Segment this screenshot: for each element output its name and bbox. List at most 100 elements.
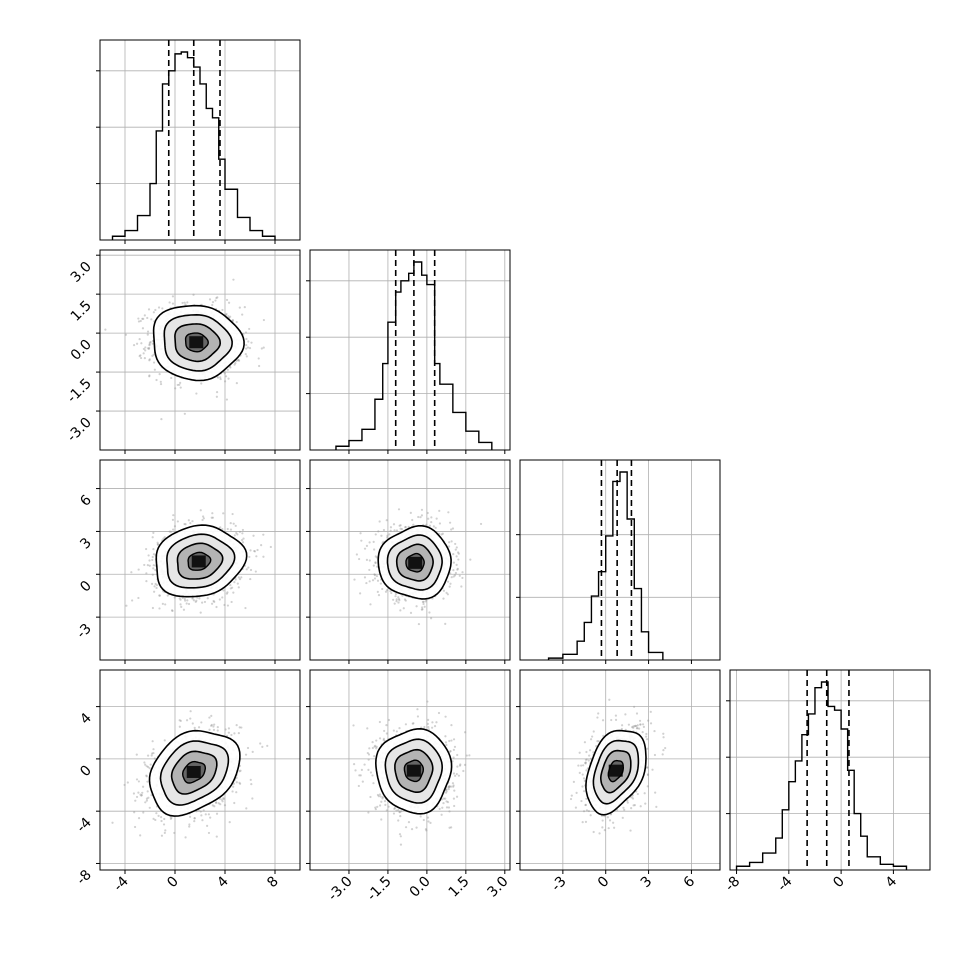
scatter-point bbox=[192, 599, 195, 602]
scatter-point bbox=[225, 592, 228, 595]
scatter-point bbox=[375, 745, 378, 748]
scatter-point bbox=[430, 617, 433, 620]
scatter-point bbox=[377, 594, 381, 597]
scatter-point bbox=[206, 597, 209, 600]
scatter-point bbox=[238, 770, 241, 773]
scatter-point bbox=[241, 528, 245, 532]
scatter-point bbox=[183, 301, 186, 304]
scatter-point bbox=[232, 782, 236, 785]
scatter-point bbox=[384, 590, 388, 593]
scatter-point bbox=[238, 781, 241, 784]
density-contour bbox=[405, 552, 425, 573]
hist-panel bbox=[520, 460, 720, 660]
scatter-point bbox=[153, 585, 156, 588]
scatter-point bbox=[375, 574, 379, 578]
scatter-point bbox=[354, 769, 357, 772]
scatter-point bbox=[409, 511, 412, 514]
scatter-point bbox=[139, 354, 142, 357]
scatter-point bbox=[178, 383, 181, 386]
scatter-point bbox=[213, 723, 216, 726]
scatter-point bbox=[227, 731, 230, 734]
scatter-point bbox=[215, 395, 218, 398]
scatter-point bbox=[171, 518, 175, 521]
scatter-point bbox=[376, 579, 380, 582]
scatter-point bbox=[145, 572, 148, 575]
y-tick-label: 0.0 bbox=[68, 337, 95, 364]
scatter-point bbox=[222, 797, 225, 801]
scatter-point bbox=[219, 377, 222, 381]
scatter-point bbox=[429, 821, 432, 824]
scatter-point bbox=[386, 536, 389, 539]
scatter-point bbox=[149, 763, 152, 766]
scatter-point bbox=[233, 534, 236, 537]
scatter-point bbox=[140, 793, 143, 797]
scatter-point bbox=[137, 568, 140, 571]
scatter-point bbox=[231, 512, 234, 516]
x-tick-label: 0 bbox=[164, 874, 182, 892]
scatter-point bbox=[238, 530, 241, 533]
scatter-point bbox=[217, 802, 220, 805]
density-peak bbox=[408, 556, 423, 569]
scatter-point bbox=[148, 341, 151, 344]
scatter-point bbox=[373, 577, 377, 580]
scatter-point bbox=[147, 554, 150, 557]
scatter-point bbox=[241, 532, 244, 535]
scatter-point bbox=[421, 600, 425, 604]
scatter-point bbox=[355, 553, 358, 556]
scatter-point bbox=[245, 568, 248, 571]
scatter-point bbox=[441, 532, 444, 535]
scatter-point bbox=[137, 596, 140, 600]
scatter-point bbox=[232, 522, 235, 525]
scatter-point bbox=[223, 372, 226, 375]
density-contour bbox=[184, 332, 209, 353]
scatter-point bbox=[420, 608, 423, 611]
y-tick-label: -3.0 bbox=[64, 415, 95, 446]
scatter-point bbox=[212, 728, 216, 731]
scatter-point bbox=[241, 541, 245, 544]
scatter-point bbox=[142, 785, 145, 788]
hist-frame bbox=[309, 249, 511, 451]
scatter-point bbox=[186, 599, 189, 602]
scatter-point bbox=[417, 515, 420, 519]
scatter-point bbox=[236, 582, 239, 585]
density-contour bbox=[166, 533, 236, 589]
scatter-point bbox=[193, 726, 196, 729]
scatter-point bbox=[221, 800, 224, 803]
scatter-point bbox=[258, 364, 261, 368]
scatter-point bbox=[152, 817, 155, 820]
scatter-point bbox=[148, 375, 151, 378]
scatter-point bbox=[169, 817, 172, 820]
scatter-point bbox=[192, 293, 195, 296]
scatter-point bbox=[181, 596, 184, 599]
scatter-point bbox=[163, 536, 166, 539]
density-peak bbox=[191, 555, 206, 568]
scatter-point bbox=[210, 723, 213, 727]
scatter-point bbox=[377, 795, 380, 798]
scatter-point bbox=[399, 609, 402, 612]
scatter-point bbox=[215, 605, 218, 609]
scatter-point bbox=[368, 541, 371, 544]
scatter-point bbox=[141, 327, 145, 330]
density-contour bbox=[152, 304, 245, 382]
scatter-point bbox=[139, 834, 142, 837]
scatter-point bbox=[211, 301, 215, 304]
scatter-point bbox=[148, 359, 151, 362]
scatter-point bbox=[238, 726, 241, 729]
scatter-point bbox=[402, 607, 405, 610]
y-tick-label: -8 bbox=[74, 867, 95, 888]
scatter-point bbox=[231, 319, 234, 322]
y-tick-label: -1.5 bbox=[64, 376, 95, 407]
scatter-point bbox=[403, 598, 407, 601]
density-contour bbox=[181, 760, 207, 784]
scatter-point bbox=[180, 605, 183, 608]
scatter-point bbox=[193, 817, 196, 820]
scatter-point bbox=[137, 791, 140, 794]
scatter-point bbox=[151, 752, 154, 755]
scatter-point bbox=[449, 582, 452, 585]
scatter-point bbox=[210, 724, 213, 727]
scatter-point bbox=[137, 317, 140, 320]
y-tick-label: 0 bbox=[77, 578, 95, 596]
scatter-point bbox=[231, 790, 234, 793]
scatter-point bbox=[371, 579, 375, 582]
scatter-point bbox=[222, 589, 225, 592]
